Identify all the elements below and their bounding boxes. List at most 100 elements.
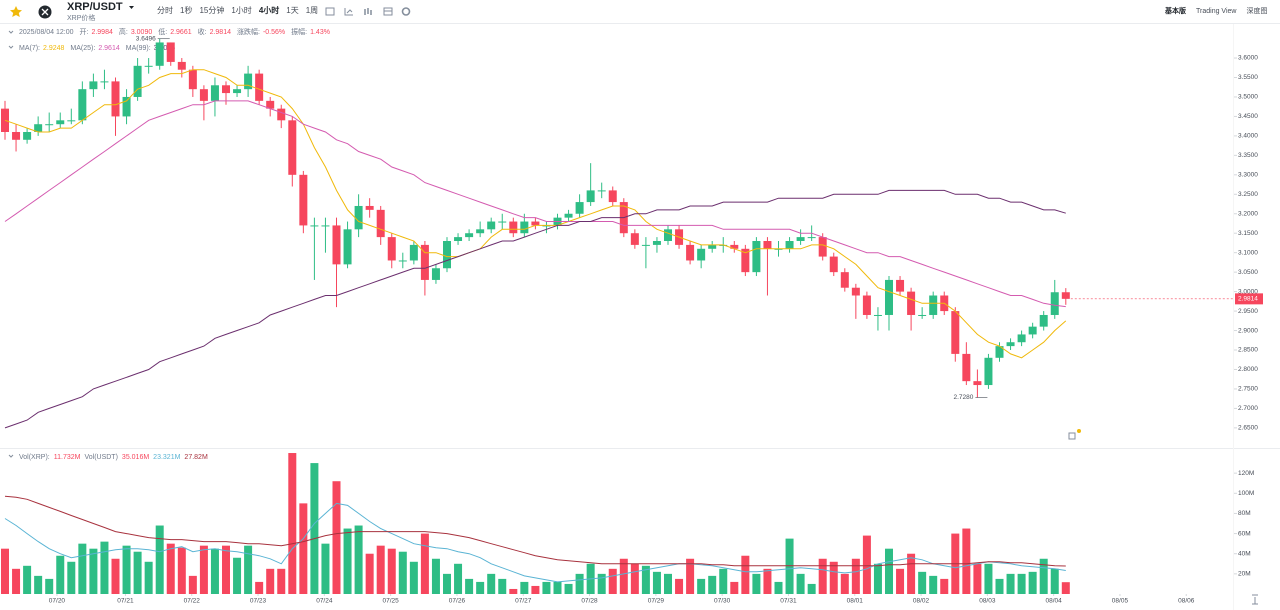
tool-icon[interactable] [383,7,393,16]
interval-tab[interactable]: 1小时 [231,5,251,15]
volume-bar [233,557,242,594]
y-tick-label: 3.1000 [1238,249,1258,256]
x-tick-label: 07/28 [581,598,598,605]
tool-icon[interactable] [344,8,353,16]
tool-icon[interactable] [364,8,372,15]
volume-bar [652,571,661,594]
y-tick-label: 2.8000 [1238,366,1258,373]
volume-tick-label: 40M [1238,550,1251,557]
symbol-subtitle: XRP价格 [67,13,95,22]
info-time: 2025/08/04 12:00 [19,29,74,36]
volume-bar [266,568,275,594]
volume-bar [244,545,253,594]
interval-tab[interactable]: 分时 [157,5,173,15]
candle-body [575,202,584,214]
candle-body [664,229,672,242]
candle-body [166,42,175,62]
volume-bar [166,543,175,594]
depth-icon[interactable] [1068,432,1076,440]
x-tick-label: 07/27 [515,598,532,605]
x-tick-label: 07/23 [250,598,267,605]
candle-body [476,229,485,234]
ma-legend-label: MA(25): [70,45,95,52]
y-tick-label: 2.7000 [1238,405,1258,412]
candle-body [962,353,971,382]
x-tick-label: 07/21 [117,598,134,605]
candle-body [641,244,650,246]
candle-body [531,221,540,226]
volume-legend-item: 35.016M [122,454,149,461]
candle-body [310,225,319,227]
x-tick-label: 08/04 [1046,598,1063,605]
volume-bar [752,573,761,594]
info-value: 3.0090 [131,29,153,36]
candle-body [542,225,551,227]
volume-bar [973,563,982,594]
candle-body [973,381,982,386]
info-line: 2025/08/04 12:00 开: 2.9984 高: 3.0090 低: 2.9661… [19,27,330,36]
candle-body [299,174,308,226]
volume-bar [34,575,43,594]
volume-bar [277,568,286,594]
symbol[interactable]: XRP/USDT [67,1,123,13]
volume-bar [100,541,109,594]
volume-bar [67,561,76,594]
view-tab[interactable]: 深度图 [1246,6,1267,15]
interval-tab[interactable]: 1周 [306,6,318,15]
settings-icon[interactable] [401,7,411,16]
favorite-star[interactable] [10,6,22,17]
info-value: -0.56% [263,29,285,36]
volume-bar [144,561,153,594]
symbol-caret[interactable] [129,6,134,9]
volume-bar [1039,558,1048,594]
candle-body [1017,334,1026,343]
interval-tab[interactable]: 15分钟 [199,5,224,15]
candle-body [896,279,905,292]
candle-body [133,65,142,97]
candle-body [1006,342,1015,347]
volume-bar [1,548,9,594]
volume-tick-label: 20M [1238,571,1251,578]
candle-body [520,221,529,234]
volume-bar [719,568,728,594]
candle-body [907,291,916,315]
volume-bar [708,575,717,594]
volume-bar [465,578,474,594]
candle-body [862,295,871,315]
last-price-box [1235,293,1263,305]
volume-bar [498,578,507,594]
interval-tab[interactable]: 1天 [286,6,298,15]
info-caret[interactable] [8,30,14,34]
view-tab[interactable]: 基本版 [1164,6,1186,15]
volume-bar [697,578,706,594]
ma-caret[interactable] [8,45,14,49]
candle-body [144,65,153,67]
volume-bar [531,585,540,594]
interval-tab[interactable]: 1秒 [180,5,192,15]
x-tick-label: 07/31 [780,598,797,605]
candle-body [67,120,76,122]
volume-bar [12,568,21,594]
x-tick-label: 08/02 [913,598,930,605]
volume-ma-line [4,502,1066,583]
candle-body [730,244,739,249]
volume-legend: Vol(XRP): 11.732M Vol(USDT) 35.016M 23.321M 2… [19,454,208,461]
candle-body [376,209,385,238]
vol-caret[interactable] [8,454,14,458]
y-tick-label: 3.3000 [1238,172,1258,179]
candle-body [321,225,330,227]
axis-settings-icon[interactable] [1252,594,1258,605]
candle-body [100,81,109,83]
volume-tick-label: 100M [1238,490,1254,497]
volume-bar [45,578,54,594]
info-label: 振幅: [291,27,307,36]
info-value: 2.9984 [91,29,113,36]
view-tab[interactable]: Trading View [1196,8,1237,15]
tool-icon[interactable] [325,7,335,16]
volume-bar [299,503,308,594]
candle-body [255,73,264,101]
candle-body [465,233,474,238]
interval-tab[interactable]: 4小时 [259,5,279,15]
volume-bar [553,581,562,594]
